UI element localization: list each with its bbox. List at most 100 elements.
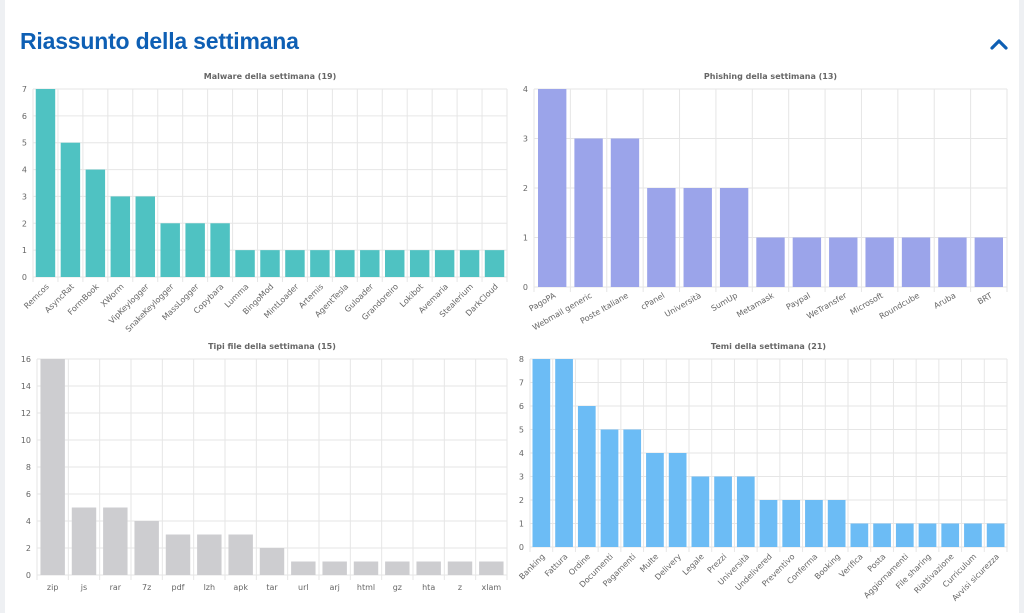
bar[interactable] <box>782 500 801 547</box>
x-tick-label: html <box>357 583 375 592</box>
bar[interactable] <box>110 196 131 277</box>
bar[interactable] <box>291 561 316 576</box>
bar[interactable] <box>165 534 191 576</box>
y-tick-label: 5 <box>519 426 524 435</box>
x-tick-label: tar <box>266 583 278 592</box>
bar[interactable] <box>827 500 846 547</box>
chart-svg: Malware della settimana (19)01234567Remc… <box>22 72 508 334</box>
bar[interactable] <box>185 223 205 277</box>
y-tick-label: 0 <box>26 571 31 580</box>
bar[interactable] <box>135 196 155 277</box>
collapse-button[interactable] <box>985 32 1013 56</box>
bar[interactable] <box>447 561 473 576</box>
bar[interactable] <box>532 359 551 547</box>
bar[interactable] <box>850 523 869 548</box>
bar[interactable] <box>85 169 106 277</box>
bar[interactable] <box>865 237 894 288</box>
bar[interactable] <box>714 476 732 548</box>
bar[interactable] <box>941 523 960 548</box>
x-tick-label: Università <box>663 291 703 319</box>
bar[interactable] <box>228 534 253 576</box>
x-tick-label: hta <box>422 583 435 592</box>
bar[interactable] <box>160 223 180 277</box>
bar[interactable] <box>260 250 280 277</box>
bar[interactable] <box>134 521 159 575</box>
bar[interactable] <box>646 453 664 547</box>
x-tick-label: gz <box>393 583 402 592</box>
x-tick-label: Aruba <box>932 291 957 311</box>
y-tick-label: 5 <box>22 139 27 148</box>
chart-title: Phishing della settimana (13) <box>704 72 837 81</box>
bar[interactable] <box>285 250 305 277</box>
bar[interactable] <box>538 89 567 287</box>
bar[interactable] <box>600 429 619 548</box>
bar[interactable] <box>103 507 128 576</box>
bar[interactable] <box>691 476 710 548</box>
bar[interactable] <box>623 429 642 548</box>
bar[interactable] <box>197 534 222 576</box>
bar[interactable] <box>974 237 1003 288</box>
x-tick-label: url <box>298 583 309 592</box>
page-border-left <box>0 0 5 613</box>
bar[interactable] <box>829 237 858 288</box>
bar[interactable] <box>360 250 380 277</box>
x-tick-label: cPanel <box>639 291 666 312</box>
y-tick-label: 0 <box>523 283 528 292</box>
bar[interactable] <box>434 250 455 277</box>
bar[interactable] <box>719 188 749 287</box>
bar[interactable] <box>479 561 504 576</box>
bar[interactable] <box>210 223 230 277</box>
y-tick-label: 6 <box>22 112 27 121</box>
bar[interactable] <box>60 142 81 277</box>
bar[interactable] <box>322 561 347 576</box>
bar[interactable] <box>986 523 1005 548</box>
bar[interactable] <box>555 359 573 547</box>
x-tick-label: Verifica <box>837 552 864 579</box>
bar[interactable] <box>918 523 937 548</box>
bar[interactable] <box>938 237 967 288</box>
bar[interactable] <box>805 500 823 547</box>
bar[interactable] <box>895 523 914 548</box>
bar[interactable] <box>416 561 441 576</box>
y-tick-label: 0 <box>22 273 27 282</box>
bar[interactable] <box>459 250 480 277</box>
chevron-up-icon <box>990 39 1008 50</box>
bar[interactable] <box>335 250 355 277</box>
bar[interactable] <box>574 138 603 288</box>
bar[interactable] <box>385 250 405 277</box>
bar[interactable] <box>668 453 687 547</box>
y-tick-label: 3 <box>22 192 27 201</box>
bar[interactable] <box>647 188 676 287</box>
bar[interactable] <box>756 237 785 288</box>
bar[interactable] <box>792 237 822 288</box>
bar[interactable] <box>873 523 891 548</box>
bar[interactable] <box>736 476 755 548</box>
bar[interactable] <box>235 250 255 277</box>
x-tick-label: Roundcube <box>878 291 921 321</box>
bar[interactable] <box>310 250 330 277</box>
bar[interactable] <box>385 561 410 576</box>
bar[interactable] <box>577 406 596 547</box>
bar[interactable] <box>610 138 640 288</box>
bar[interactable] <box>353 561 379 576</box>
bar[interactable] <box>683 188 712 287</box>
y-tick-label: 2 <box>26 544 31 553</box>
y-tick-label: 2 <box>523 184 528 193</box>
bar[interactable] <box>759 500 778 547</box>
bar[interactable] <box>259 548 285 575</box>
bar[interactable] <box>409 250 430 277</box>
bar[interactable] <box>35 89 56 277</box>
chart-svg: Tipi file della settimana (15) 0 2 4 6 8 10 12 1… <box>21 342 508 592</box>
bar[interactable] <box>901 237 931 288</box>
x-tick-label: arj <box>329 583 339 592</box>
x-tick-label: Legale <box>681 552 706 577</box>
bar[interactable] <box>964 523 982 548</box>
bar[interactable] <box>71 507 97 576</box>
x-tick-label: z <box>458 583 462 592</box>
y-tick-label: 12 <box>21 409 31 418</box>
x-tick-label: rar <box>110 583 122 592</box>
y-tick-label: 1 <box>523 234 528 243</box>
chart-title: Malware della settimana (19) <box>204 72 337 81</box>
bar[interactable] <box>484 250 505 277</box>
bar[interactable] <box>40 359 65 575</box>
